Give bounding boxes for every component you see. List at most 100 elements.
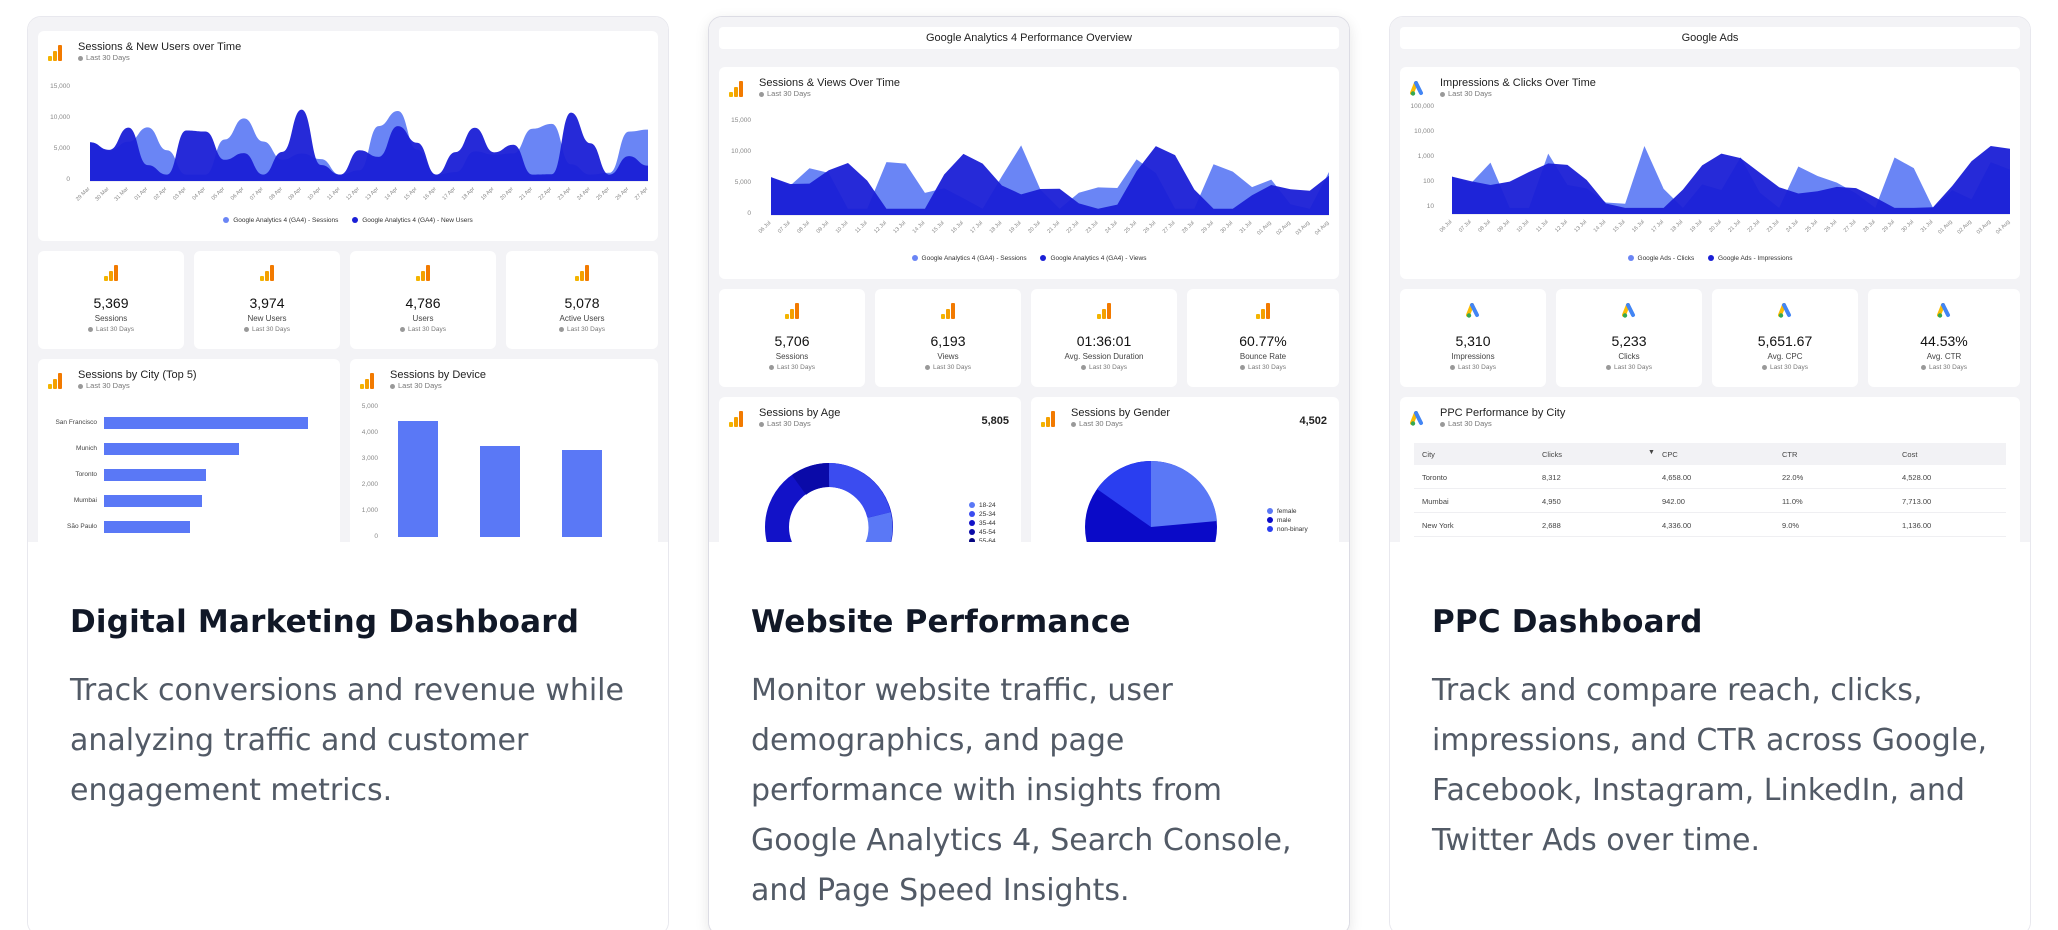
column-header[interactable]: CTR bbox=[1782, 450, 1798, 459]
chart-title: Sessions & Views Over Time bbox=[759, 77, 901, 89]
kpi-label: Avg. Session Duration bbox=[1064, 352, 1144, 361]
x-tick-label: 06 Jul bbox=[1439, 219, 1454, 234]
x-tick-label: 20 Apr bbox=[499, 186, 515, 202]
bar-category-label: San Francisco bbox=[55, 419, 97, 426]
legend-item: 45-54 bbox=[969, 528, 996, 537]
y-tick: 10 bbox=[1426, 203, 1434, 210]
kpi-tile: 44.53% Avg. CTR Last 30 Days bbox=[1868, 289, 2020, 387]
legend-item: Google Analytics 4 (GA4) - Sessions bbox=[223, 217, 338, 224]
table-cell: 9.0% bbox=[1782, 521, 1800, 530]
kpi-value: 5,233 bbox=[1611, 333, 1647, 349]
chart-title: Sessions by City (Top 5) bbox=[78, 369, 197, 381]
google-ads-icon bbox=[1466, 303, 1479, 318]
legend-item: 18-24 bbox=[969, 501, 996, 510]
x-tick-label: 06 Jul bbox=[758, 220, 773, 235]
x-tick-label: 23 Apr bbox=[557, 186, 573, 202]
x-tick-label: 05 Apr bbox=[211, 186, 227, 202]
dashboard-title: Google Analytics 4 Performance Overview bbox=[719, 27, 1339, 49]
chart-title: Sessions by Gender bbox=[1071, 407, 1171, 419]
kpi-tile: 5,651.67 Avg. CPC Last 30 Days bbox=[1712, 289, 1858, 387]
dashboard-card-digital-marketing[interactable]: Sessions & New Users over Time Last 30 D… bbox=[27, 16, 669, 930]
kpi-tile: 5,369 Sessions Last 30 Days bbox=[38, 251, 184, 349]
x-tick-label: 10 Jul bbox=[1516, 219, 1531, 234]
kpi-value: 60.77% bbox=[1239, 333, 1287, 349]
x-tick-label: 01 Apr bbox=[134, 186, 150, 202]
device-chart-panel: Sessions by Device Last 30 Days 5,000 4,0… bbox=[350, 359, 658, 542]
x-tick-label: 25 Apr bbox=[595, 186, 611, 202]
google-analytics-icon bbox=[1097, 303, 1111, 319]
column-header[interactable]: City bbox=[1422, 450, 1435, 459]
google-ads-icon bbox=[1622, 303, 1635, 318]
chart-legend: female male non-binary bbox=[1267, 507, 1308, 534]
legend-item: 55-64 bbox=[969, 537, 996, 542]
kpi-tile: 6,193 Views Last 30 Days bbox=[875, 289, 1021, 387]
kpi-label: Bounce Rate bbox=[1239, 352, 1287, 361]
kpi-tile: 5,706 Sessions Last 30 Days bbox=[719, 289, 865, 387]
x-tick-label: 24 Jul bbox=[1104, 220, 1119, 235]
google-analytics-icon bbox=[48, 45, 62, 61]
sort-desc-icon[interactable]: ▼ bbox=[1648, 449, 1655, 456]
kpi-tile: 4,786 Users Last 30 Days bbox=[350, 251, 496, 349]
bar bbox=[104, 443, 239, 455]
area-chart: 29 Mar 30 Mar 31 Mar 01 Apr 02 Apr 03 Apr 04 A… bbox=[75, 109, 650, 203]
x-tick-label: 07 Jul bbox=[777, 220, 792, 235]
x-tick-label: 11 Apr bbox=[326, 186, 341, 201]
google-analytics-icon bbox=[1041, 411, 1055, 427]
column-header[interactable]: Cost bbox=[1902, 450, 1918, 459]
table-row: Toronto 8,312 4,658.00 22.0% 4,528.00 bbox=[1414, 465, 2006, 489]
kpi-label: New Users bbox=[247, 314, 287, 323]
x-tick-label: 01 Aug bbox=[1937, 219, 1953, 235]
legend-item: 25-34 bbox=[969, 510, 996, 519]
legend-item: Google Analytics 4 (GA4) - Views bbox=[1040, 255, 1146, 262]
x-tick-label: 30 Jul bbox=[1220, 220, 1235, 235]
x-tick-label: 10 Apr bbox=[307, 186, 323, 202]
chart-legend: Google Analytics 4 (GA4) - Sessions Goog… bbox=[38, 217, 658, 224]
dashboard-title: Google Ads bbox=[1400, 27, 2020, 49]
area-chart: 06 Jul 07 Jul 08 Jul 09 Jul 10 Jul 11 Jul 12 J… bbox=[1439, 145, 2011, 236]
column-header[interactable]: Clicks bbox=[1542, 450, 1562, 459]
y-tick: 10,000 bbox=[1414, 128, 1434, 135]
dashboard-card-ppc[interactable]: Google Ads Impressions & Clicks Over Tim… bbox=[1389, 16, 2031, 930]
age-chart-panel: Sessions by Age Last 30 Days 5,805 18-24… bbox=[719, 397, 1021, 542]
y-tick: 1,000 bbox=[361, 507, 378, 514]
x-tick-label: 15 Jul bbox=[1612, 219, 1627, 234]
column-header[interactable]: CPC bbox=[1662, 450, 1678, 459]
bar-category-label: São Paulo bbox=[67, 523, 97, 530]
x-tick-label: 12 Jul bbox=[873, 220, 888, 235]
card-description: Track and compare reach, clicks, impress… bbox=[1432, 673, 1988, 858]
city-chart-panel: Sessions by City (Top 5) Last 30 Days Sa… bbox=[38, 359, 340, 542]
x-tick-label: 17 Apr bbox=[442, 186, 458, 202]
x-tick-label: 14 Jul bbox=[912, 220, 927, 235]
kpi-value: 5,651.67 bbox=[1757, 333, 1813, 349]
chart-subtitle: Last 30 Days bbox=[1440, 89, 1492, 98]
x-tick-label: 22 Jul bbox=[1747, 219, 1762, 234]
dashboard-card-website-performance[interactable]: Google Analytics 4 Performance Overview … bbox=[708, 16, 1350, 930]
x-tick-label: 27 Jul bbox=[1162, 220, 1177, 235]
google-analytics-icon bbox=[575, 265, 589, 281]
legend-item: Google Analytics 4 (GA4) - New Users bbox=[352, 217, 473, 224]
google-analytics-icon bbox=[260, 265, 274, 281]
x-tick-label: 20 Jul bbox=[1027, 220, 1042, 235]
kpi-period: Last 30 Days bbox=[1187, 364, 1339, 371]
y-tick: 10,000 bbox=[731, 148, 751, 155]
chart-legend: Google Analytics 4 (GA4) - Sessions Goog… bbox=[719, 255, 1339, 262]
card-title: Digital Marketing Dashboard bbox=[70, 604, 580, 640]
y-tick: 1,000 bbox=[1417, 153, 1434, 160]
table-subtitle: Last 30 Days bbox=[1440, 419, 1492, 428]
x-tick-label: 31 Mar bbox=[114, 186, 130, 202]
kpi-tile: 01:36:01 Avg. Session Duration Last 30 D… bbox=[1031, 289, 1177, 387]
gender-chart-panel: Sessions by Gender Last 30 Days 4,502 fe… bbox=[1031, 397, 1339, 542]
x-tick-label: 18 Jul bbox=[1670, 219, 1685, 234]
x-tick-label: 21 Jul bbox=[1727, 219, 1742, 234]
bar bbox=[104, 417, 308, 429]
chart-title: Sessions & New Users over Time bbox=[78, 41, 242, 53]
chart-subtitle: Last 30 Days bbox=[759, 89, 811, 98]
x-tick-label: 23 Jul bbox=[1766, 219, 1781, 234]
x-tick-label: 13 Apr bbox=[365, 186, 381, 202]
kpi-tile: 60.77% Bounce Rate Last 30 Days bbox=[1187, 289, 1339, 387]
x-tick-label: 07 Jul bbox=[1458, 219, 1473, 234]
x-tick-label: 08 Apr bbox=[268, 186, 284, 202]
table-cell: 8,312 bbox=[1542, 473, 1561, 482]
x-tick-label: 04 Aug bbox=[1314, 220, 1330, 236]
table-cell: 942.00 bbox=[1662, 497, 1685, 506]
